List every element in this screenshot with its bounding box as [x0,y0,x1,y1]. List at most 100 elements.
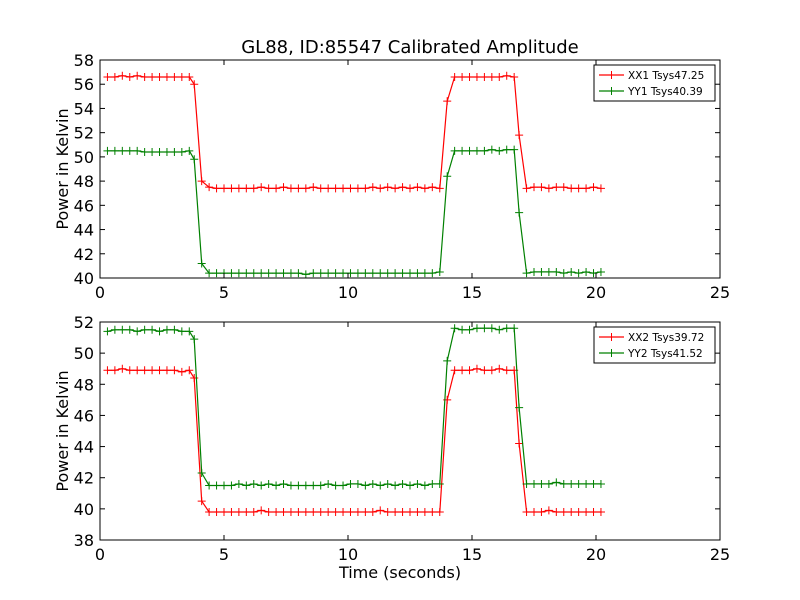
bottom-series-1-point [257,481,266,490]
top-series-0-point [582,184,591,193]
bottom-series-1-point [331,481,340,490]
bottom-series-0-point [450,366,459,375]
bottom-series-1-point [510,324,519,333]
bottom-series-1-point [391,481,400,490]
top-series-1-point [148,148,157,157]
top-legend-label-1: YY1 Tsys40.39 [627,86,703,98]
top-series-1-point [443,172,452,181]
bottom-y-tick-label: 50 [74,344,94,363]
bottom-series-1-point [458,325,467,334]
top-series-1-point [190,155,199,164]
top-series-1-point [450,146,459,155]
bottom-x-tick-label: 20 [586,545,606,564]
bottom-series-1-point [324,479,333,488]
bottom-series-0-point [567,507,576,516]
top-series-1-point [170,148,179,157]
top-series-0-point [205,183,214,192]
top-panel: 0 5 10 15 20 25 40 42 44 46 48 50 52 54 56 58 Power in K… [53,51,730,302]
bottom-series-0-point [544,506,553,515]
top-series-1-point [596,267,605,276]
top-y-tick-label: 54 [74,99,94,118]
top-series-1-point [212,269,221,278]
bottom-series-0-point [589,507,598,516]
bottom-panel: 0 5 10 15 20 25 38 40 42 44 46 48 50 52 Power in Kelvi… [53,313,730,582]
top-series-1-point [413,269,422,278]
bottom-series-0-point [458,366,467,375]
top-series-1-point [197,259,206,268]
bottom-series-0-point [398,507,407,516]
bottom-series-0-point [472,364,481,373]
top-series-1-point [249,269,258,278]
bottom-series-1-point [567,479,576,488]
bottom-series-0-point [177,367,186,376]
top-series-0-point [480,72,489,81]
top-series-1-point [435,267,444,276]
top-y-tick-label: 42 [74,245,94,264]
top-legend-marker-1 [607,87,616,95]
bottom-series-1-point [428,479,437,488]
bottom-series-0-point [324,507,333,516]
top-series-1-point [502,145,511,154]
bottom-series-0-point [339,507,348,516]
bottom-series-1-point [406,481,414,490]
bottom-series-1-point [227,481,236,490]
bottom-series-1-point [443,356,452,365]
top-series-0-point [361,184,370,193]
bottom-series-1-point [346,479,355,488]
top-series-1-point [264,269,273,278]
bottom-series-1-point [272,481,281,490]
bottom-series-1-point [118,325,127,334]
top-series-1-point [537,267,546,276]
bottom-legend: XX2 Tsys39.72 YY2 Tsys41.52 [593,326,716,364]
bottom-series-1-point [170,325,179,334]
top-series-0-point [398,183,407,192]
top-series-1-point [133,146,142,155]
top-series-1-point [110,146,119,155]
top-series-0-point [309,183,318,192]
top-series-1-point [234,269,243,278]
bottom-series-1-point [559,479,568,488]
bottom-x-axis-label: Time (seconds) [338,563,461,582]
bottom-series-0-point [103,366,112,375]
bottom-series-0-point [376,506,385,515]
bottom-series-1-point [162,325,171,334]
top-series-0-point [294,184,303,193]
top-series-0-point [264,184,273,193]
bottom-series-0-point [361,507,370,516]
top-series-1-point [125,146,134,155]
top-series-0-point [406,184,414,193]
bottom-series-0-point [227,507,236,516]
top-series-0-point [125,72,134,81]
top-series-0-point [443,97,452,106]
bottom-series-0-point [170,366,179,375]
top-series-0-point [220,184,228,193]
top-series-1-point [286,269,295,278]
bottom-series-0-point [264,507,273,516]
top-series-1-point [510,145,519,154]
top-series-1-point [118,146,127,155]
bottom-series-1-point [574,479,583,488]
bottom-series-1-point [596,479,605,488]
bottom-series-1-point [242,481,251,490]
bottom-series-1-point [552,478,561,487]
bottom-series-1-point [472,324,481,333]
bottom-series-1-point [220,481,228,490]
top-series-1-point [162,148,171,157]
top-series-1-point [480,146,489,155]
top-y-tick-label: 58 [74,51,94,70]
top-series-0-point [140,72,149,81]
top-series-1-point [324,269,333,278]
top-y-tick-label: 52 [74,124,94,143]
top-y-axis-label: Power in Kelvin [53,108,72,229]
bottom-series-0-point [118,364,127,373]
top-y-tick-label: 50 [74,148,94,167]
top-series-0-point [522,184,531,193]
bottom-series-1-point [197,469,206,478]
bottom-series-0-point [383,507,392,516]
top-series-0-point [103,72,112,81]
top-series-0-point [458,72,467,81]
bottom-series-0-point [212,507,221,516]
top-series-1-point [458,146,467,155]
top-legend: XX1 Tsys47.25 YY1 Tsys40.39 [593,64,716,102]
top-series-1-point [391,269,400,278]
